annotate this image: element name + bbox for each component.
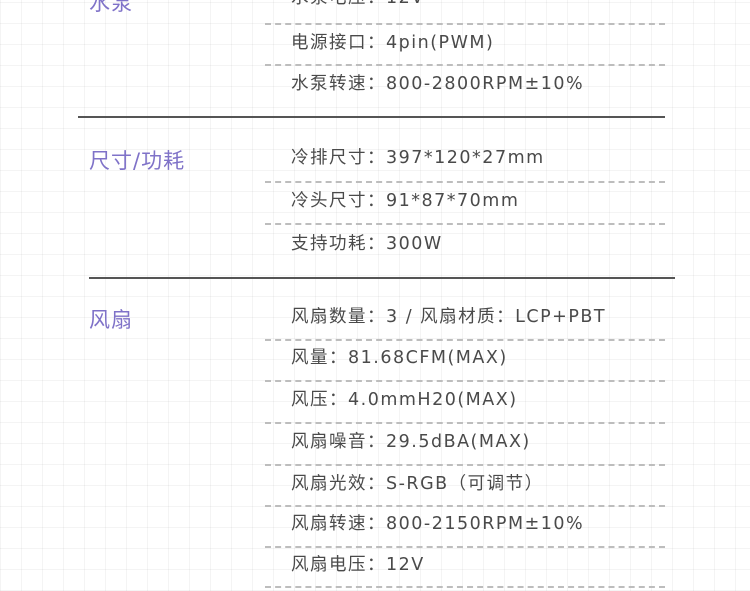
- dashed-divider: [265, 223, 665, 225]
- dashed-divider: [265, 505, 665, 507]
- spec-row: 冷排尺寸：397*120*27mm: [291, 148, 545, 168]
- spec-row: 风扇噪音：29.5dBA(MAX): [291, 432, 531, 452]
- dashed-divider: [265, 586, 665, 588]
- dashed-divider: [265, 339, 665, 341]
- spec-row: 风扇光效：S-RGB（可调节）: [291, 474, 544, 494]
- spec-row: 风压：4.0mmH20(MAX): [291, 390, 518, 410]
- section-label: 风扇: [89, 308, 133, 332]
- spec-row: 风量：81.68CFM(MAX): [291, 348, 508, 368]
- dashed-divider: [265, 422, 665, 424]
- spec-row: 水泵电压：12V: [291, 0, 425, 9]
- dashed-divider: [265, 23, 665, 25]
- section-label: 尺寸/功耗: [89, 149, 186, 173]
- spec-row: 冷头尺寸：91*87*70mm: [291, 191, 520, 211]
- dashed-divider: [265, 464, 665, 466]
- section-divider: [89, 277, 675, 279]
- section-label: 水泵: [89, 0, 133, 15]
- section-divider: [78, 116, 665, 118]
- spec-row: 风扇数量：3 / 风扇材质：LCP+PBT: [291, 307, 607, 327]
- spec-row: 风扇电压：12V: [291, 555, 425, 575]
- spec-row: 风扇转速：800-2150RPM±10%: [291, 514, 585, 534]
- spec-row: 支持功耗：300W: [291, 234, 443, 254]
- dashed-divider: [265, 380, 665, 382]
- dashed-divider: [265, 64, 665, 66]
- spec-row: 电源接口：4pin(PWM): [291, 33, 495, 53]
- spec-row: 水泵转速：800-2800RPM±10%: [291, 74, 585, 94]
- dashed-divider: [265, 546, 665, 548]
- dashed-divider: [265, 181, 665, 183]
